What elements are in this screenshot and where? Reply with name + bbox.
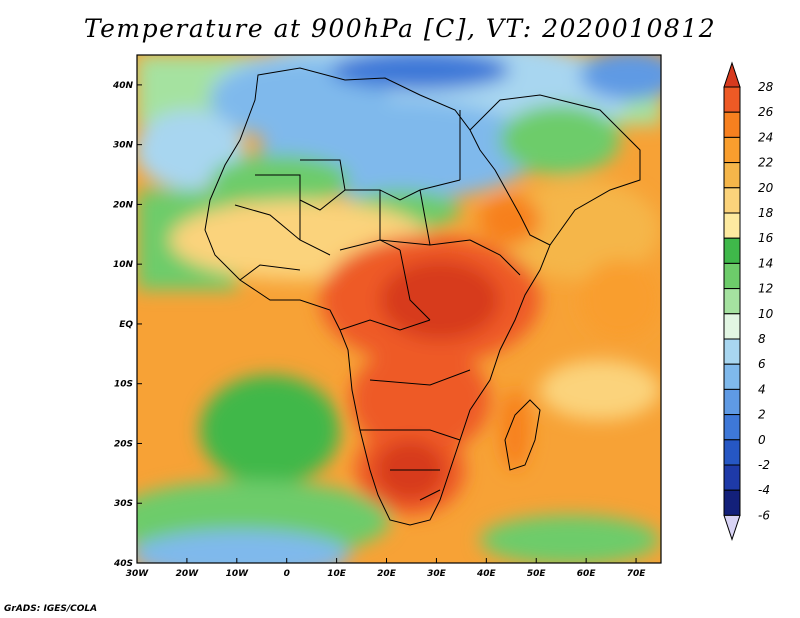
lon-tick-label: 30W bbox=[126, 569, 150, 579]
lon-tick-label: 20W bbox=[176, 569, 200, 579]
lat-tick-label: 40S bbox=[113, 559, 133, 569]
colorbar-bottom-arrow bbox=[723, 514, 741, 541]
colorbar-level-label: 24 bbox=[758, 130, 773, 144]
colorbar-top-arrow bbox=[723, 61, 741, 88]
colorbar-swatch bbox=[723, 86, 741, 113]
lat-tick-label: 20S bbox=[114, 439, 133, 449]
colorbar-swatch bbox=[723, 187, 741, 214]
colorbar-swatch bbox=[723, 136, 741, 164]
colorbar-swatch bbox=[723, 414, 741, 441]
lat-tick-label: 10N bbox=[113, 260, 134, 270]
map-frame bbox=[136, 54, 662, 564]
coastlines bbox=[204, 67, 641, 526]
colorbar-level-label: -4 bbox=[758, 483, 770, 497]
colorbar-swatch bbox=[723, 288, 741, 315]
colorbar-level-label: 20 bbox=[758, 181, 774, 195]
lat-tick-label: 20N bbox=[113, 200, 134, 210]
lon-tick-label: 50E bbox=[527, 569, 547, 579]
colorbar-level-label: 22 bbox=[758, 156, 773, 170]
colorbar-swatch bbox=[723, 363, 741, 390]
lat-tick-label: 30S bbox=[114, 499, 133, 509]
colorbar-swatch bbox=[723, 313, 741, 340]
colorbar-level-label: 12 bbox=[758, 282, 773, 296]
lon-tick-label: 10W bbox=[226, 569, 250, 579]
colorbar-level-label: 2 bbox=[758, 408, 766, 422]
chart-title: Temperature at 900hPa [C], VT: 202001081… bbox=[83, 14, 717, 43]
colorbar-level-label: 18 bbox=[758, 206, 774, 220]
colorbar-swatch bbox=[723, 489, 741, 516]
colorbar-swatch bbox=[723, 111, 741, 138]
colorbar-swatch bbox=[723, 162, 741, 189]
colorbar-level-label: -6 bbox=[758, 508, 770, 522]
colorbar-level-label: 28 bbox=[758, 80, 774, 94]
lon-tick-label: 0 bbox=[284, 569, 290, 579]
colorbar-swatch bbox=[723, 338, 741, 365]
colorbar-level-label: 8 bbox=[758, 332, 766, 346]
lon-tick-label: 10E bbox=[327, 569, 347, 579]
colorbar-level-label: 26 bbox=[758, 105, 774, 119]
colorbar-level-label: 6 bbox=[758, 357, 766, 371]
colorbar-swatch bbox=[723, 464, 741, 491]
lon-tick-label: 60E bbox=[577, 569, 597, 579]
lon-tick-label: 30E bbox=[427, 569, 447, 579]
colorbar-level-label: 10 bbox=[758, 307, 774, 321]
colorbar-level-label: -2 bbox=[758, 458, 770, 472]
colorbar-swatch bbox=[723, 237, 741, 264]
colorbar-level-label: 14 bbox=[758, 256, 773, 270]
lon-tick-label: 70E bbox=[627, 569, 647, 579]
lat-tick-label: 10S bbox=[114, 380, 133, 390]
colorbar-swatch bbox=[723, 262, 741, 290]
colorbar-swatch bbox=[723, 388, 741, 416]
lon-tick-label: 20E bbox=[377, 569, 397, 579]
lat-tick-label: 30N bbox=[113, 141, 134, 151]
colorbar-level-label: 16 bbox=[758, 231, 774, 245]
lon-tick-label: 40E bbox=[476, 569, 497, 579]
colorbar-swatch bbox=[723, 212, 741, 239]
colorbar-level-label: 4 bbox=[758, 382, 766, 396]
colorbar-level-label: 0 bbox=[758, 433, 766, 447]
lat-tick-label: EQ bbox=[119, 320, 133, 330]
grads-credit: GrADS: IGES/COLA bbox=[4, 604, 98, 614]
lat-tick-label: 40N bbox=[112, 81, 134, 91]
temperature-field bbox=[137, 55, 661, 563]
colorbar-swatch bbox=[723, 439, 741, 466]
